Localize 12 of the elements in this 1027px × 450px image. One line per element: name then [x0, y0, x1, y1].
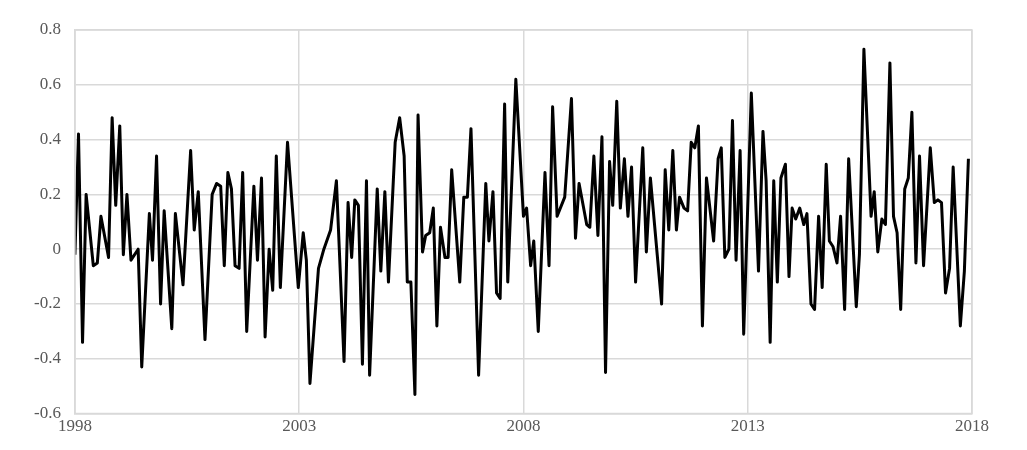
- x-tick-label: 2003: [282, 416, 317, 436]
- y-tick-label: -0.2: [33, 293, 61, 313]
- x-tick-label: 2018: [955, 416, 989, 436]
- y-tick-label: 0.6: [39, 74, 61, 94]
- y-tick-label: 0.4: [39, 129, 62, 149]
- y-tick-label: -0.6: [33, 403, 61, 423]
- y-tick-label: 0: [52, 238, 61, 258]
- y-tick-label: 0.8: [39, 19, 61, 39]
- y-tick-label: -0.4: [33, 348, 62, 368]
- y-tick-label: 0.2: [39, 183, 61, 203]
- x-tick-label: 2013: [730, 416, 765, 436]
- x-tick-label: 2008: [506, 416, 541, 436]
